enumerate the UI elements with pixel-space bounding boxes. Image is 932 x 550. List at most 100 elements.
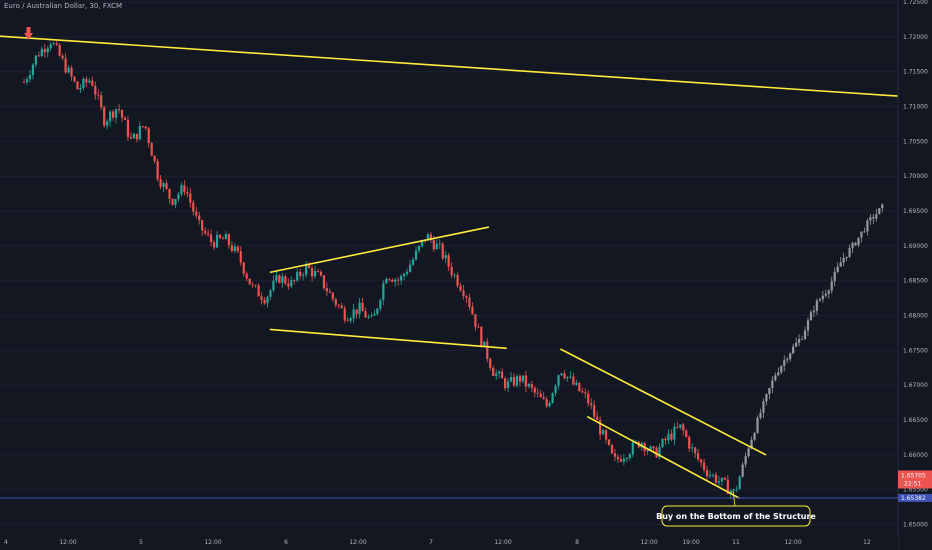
candle-body [426,234,429,241]
candle-body [762,401,765,413]
candle-body [768,388,771,395]
candle-body [254,285,257,286]
candle-body [515,376,519,386]
candle-body [471,307,474,315]
candle-body [278,275,281,283]
candle-body [82,78,85,89]
candle-body [774,375,777,381]
candle-body [43,48,46,53]
candle-body [628,454,631,459]
trendline [560,348,767,456]
candle-body [676,426,679,428]
candles [22,40,884,500]
candle-body [31,64,35,76]
candle-body [759,412,762,418]
candle-body [530,384,533,388]
candle-body [209,234,213,243]
arrow-down-marker-icon [24,33,33,40]
candle-body [281,276,284,283]
candle-body [147,128,150,144]
candle-body [328,291,331,293]
candle-body [284,276,287,284]
candle-body [171,198,174,205]
trendline [269,328,507,350]
candle-body [726,479,729,494]
candle-body [872,217,875,219]
candle-body [141,126,144,127]
candle-body [708,475,712,477]
price-tick-label: 1.69500 [903,208,928,215]
candle-body [263,299,266,304]
candle-body [554,385,557,394]
candle-body [379,300,382,309]
candle-body [830,281,833,291]
price-tick-label: 1.67000 [903,382,928,389]
price-axis: 1.72500 1.72000 1.71500 1.71000 1.70500 1.700… [897,0,932,550]
candle-body [212,242,216,248]
candle-body [37,55,40,57]
candle-body [218,234,222,239]
candle-body [174,198,177,205]
candle-body [227,234,231,246]
candle-body [337,304,340,306]
candle-body [251,284,254,286]
candle-body [738,476,741,490]
candle-body [70,67,73,77]
price-axis-bg [898,0,932,550]
candle-body [803,330,807,340]
candle-body [230,245,233,251]
current-price-label: 1.65705 [901,472,926,479]
candle-body [711,474,715,476]
price-tick-label: 1.71000 [903,104,928,111]
candle-body [103,107,106,126]
candle-body [355,309,358,315]
candle-body [296,271,299,281]
candle-body [601,430,605,435]
candle-body [207,233,210,235]
candle-body [120,110,124,118]
time-tick-label: 12:00 [204,539,221,546]
candle-body [821,295,824,300]
candle-body [55,43,58,45]
candle-body [385,279,388,284]
candle-body [551,393,554,403]
price-tick-label: 1.65000 [903,522,928,529]
price-tick-label: 1.66500 [903,417,928,424]
candle-body [854,242,857,246]
candle-body [100,95,103,108]
candle-body [367,316,370,318]
candle-body [750,439,753,449]
candle-body [319,271,323,276]
candle-body [373,313,376,316]
candle-body [88,80,91,83]
candle-body [501,371,504,379]
candle-body [857,237,860,246]
candle-body [851,242,854,249]
candle-body [132,133,135,139]
candle-body [260,296,263,300]
candle-body [557,375,560,386]
candle-body [545,399,548,407]
candle-body [156,161,159,180]
candle-body [67,67,70,73]
candle-body [486,341,489,359]
candle-body [664,438,667,441]
candle-body [735,489,738,490]
candle-body [192,202,195,212]
candle-body [661,438,664,448]
candle-body [881,204,884,209]
candle-body [408,264,412,272]
candle-body [61,55,64,59]
candle-body [732,489,735,491]
price-tick-label: 1.68000 [903,313,928,320]
price-tick-label: 1.70500 [903,138,928,145]
time-tick-label: 19:00 [682,539,699,546]
candle-body [560,373,563,376]
candle-body [694,447,697,454]
candle-body [129,137,133,139]
time-tick-label: 6 [284,539,288,546]
candle-body [391,279,394,282]
candle-body [492,367,495,377]
candle-body [40,48,43,57]
